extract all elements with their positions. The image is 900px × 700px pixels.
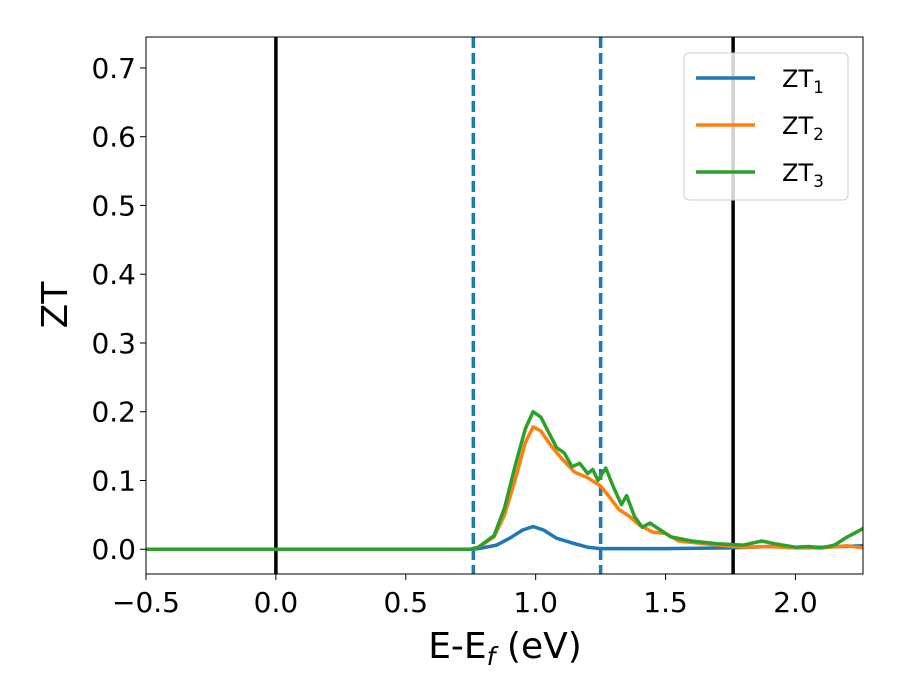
x-axis-label: E-Ef (eV)	[428, 626, 582, 671]
y-axis-label: ZT	[35, 281, 76, 329]
x-tick-label: 0.5	[384, 586, 429, 619]
x-tick-label: 1.5	[643, 586, 688, 619]
y-tick-label: 0.3	[91, 327, 136, 360]
y-tick-label: 0.5	[91, 189, 136, 222]
legend-label-1: ZT1	[782, 65, 824, 98]
series-line-zt3	[146, 409, 863, 551]
x-tick-label: −0.5	[112, 586, 180, 619]
y-tick-label: 0.4	[91, 258, 136, 291]
x-axis-label-suffix: (eV)	[495, 626, 581, 667]
y-axis: 0.0 0.1 0.2 0.3 0.4 0.5 0.6 0.7	[91, 52, 146, 566]
y-tick-label: 0.0	[91, 533, 136, 566]
x-tick-label: 0.0	[254, 586, 299, 619]
y-tick-label: 0.2	[91, 396, 136, 429]
x-axis-label-main: E-E	[428, 626, 486, 667]
legend: ZT1 ZT2 ZT3	[683, 52, 849, 201]
x-tick-label: 1.0	[513, 586, 558, 619]
x-tick-label: 2.0	[773, 586, 818, 619]
plot-frame	[145, 36, 864, 575]
y-tick-label: 0.1	[91, 464, 136, 497]
x-axis: −0.5 0.0 0.5 1.0 1.5 2.0	[112, 574, 818, 619]
series-line-zt2	[146, 425, 863, 551]
legend-label-2: ZT2	[782, 112, 824, 145]
legend-box	[683, 52, 849, 201]
y-tick-label: 0.7	[91, 52, 136, 85]
legend-label-3: ZT3	[782, 159, 824, 192]
y-tick-label: 0.6	[91, 121, 136, 154]
